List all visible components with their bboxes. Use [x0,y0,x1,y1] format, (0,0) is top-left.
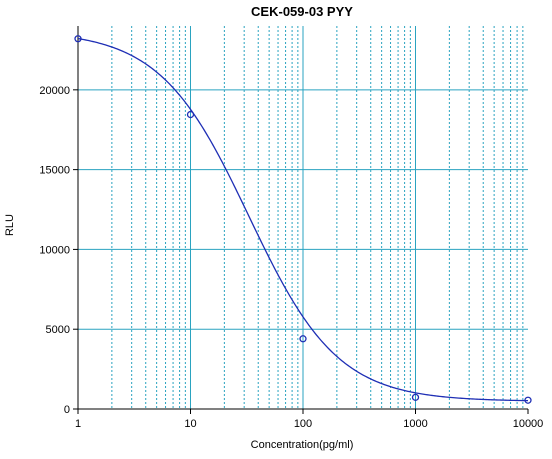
x-axis-label: Concentration(pg/ml) [251,439,354,451]
label-layer: CEK-059-03 PYY Concentration(pg/ml) RLU [4,4,353,451]
y-tick-label: 10000 [39,244,70,256]
data-point [299,335,307,343]
data-point [411,393,420,402]
y-tick-label: 20000 [39,85,70,97]
x-tick-label: 100 [294,418,312,430]
x-tick-label: 10 [184,418,196,430]
x-tick-label: 1 [75,418,81,430]
data-point [74,35,82,43]
x-tick-label: 10000 [513,418,544,430]
grid-layer [78,26,528,409]
y-tick-label: 5000 [46,324,70,336]
y-axis-label: RLU [4,214,16,236]
y-tick-label: 0 [64,404,70,416]
curve-layer [77,37,529,402]
fit-curve [77,37,529,402]
chart-title: CEK-059-03 PYY [251,4,353,19]
data-point [524,396,532,404]
data-point [186,110,195,119]
point-layer [74,35,532,404]
y-tick-label: 15000 [39,165,70,177]
axis-layer: 1 10 100 1000 10000 0 5000 10000 15000 20000 [39,26,543,430]
x-tick-label: 1000 [403,418,427,430]
